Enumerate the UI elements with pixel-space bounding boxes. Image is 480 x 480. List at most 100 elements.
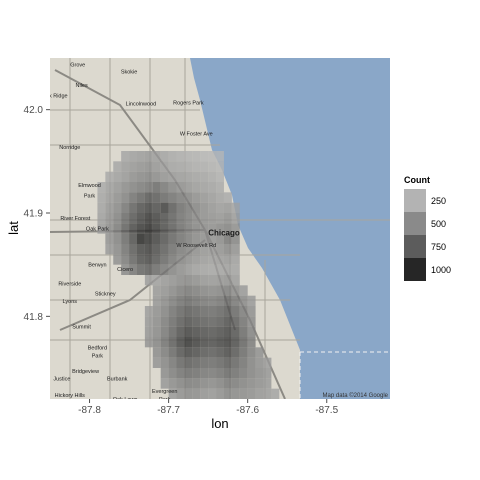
heatmap-tile (176, 285, 185, 296)
heatmap-tile (223, 337, 232, 348)
heatmap-tile (168, 264, 177, 275)
heatmap-tile (216, 316, 224, 327)
heatmap-tile (184, 326, 193, 337)
heatmap-tile (216, 285, 224, 296)
heatmap-tile (223, 254, 232, 265)
heatmap-tile (231, 254, 240, 265)
place-labels: Grove Skokie Niles Lincolnwood Park Ridge Rog… (40, 62, 240, 403)
heatmap-tile (216, 275, 224, 286)
heatmap-tile (216, 171, 224, 182)
heatmap-tile (192, 171, 201, 182)
heatmap-tile (129, 233, 137, 244)
heatmap-tile (168, 151, 177, 162)
heatmap-tile (192, 244, 201, 255)
place-label: Burbank (107, 376, 128, 382)
y-axis-title: lat (6, 221, 21, 235)
heatmap-tile (184, 171, 193, 182)
heatmap-tile (176, 378, 185, 389)
legend-key (404, 235, 426, 258)
heatmap-tile (192, 275, 201, 286)
heatmap-tile (184, 316, 193, 327)
heatmap-tile (176, 161, 185, 172)
heatmap-tile (231, 326, 240, 337)
heatmap-tile (184, 151, 193, 162)
heatmap-tile (160, 244, 169, 255)
heatmap-tile (129, 223, 137, 234)
heatmap-tile (192, 151, 201, 162)
heatmap-tile (105, 223, 114, 234)
heatmap-tile (168, 275, 177, 286)
heatmap-tile (121, 161, 130, 172)
heatmap-tile (184, 388, 193, 399)
heatmap-tile (97, 223, 106, 234)
heatmap-tile (176, 264, 185, 275)
heatmap-tile (192, 264, 201, 275)
heatmap-tiles (97, 151, 280, 399)
heatmap-tile (105, 244, 114, 255)
x-tick-label: -87.8 (78, 405, 101, 416)
heatmap-tile (192, 388, 201, 399)
heatmap-tile (192, 347, 201, 358)
heatmap-tile (200, 306, 209, 317)
heatmap-tile (192, 202, 201, 213)
heatmap-tile (208, 388, 217, 399)
heatmap-tile (192, 306, 201, 317)
heatmap-tile (216, 264, 224, 275)
heatmap-tile (200, 233, 209, 244)
heatmap-tile (208, 182, 217, 193)
heatmap-tile (208, 326, 217, 337)
heatmap-tile (255, 357, 264, 368)
heatmap-tile (121, 192, 130, 203)
heatmap-tile (208, 171, 217, 182)
heatmap-tile (168, 182, 177, 193)
heatmap-tile (255, 368, 264, 379)
place-label: Park (159, 397, 171, 403)
heatmap-tile (216, 388, 224, 399)
heatmap-tile (192, 378, 201, 389)
place-label: Chicago (208, 229, 240, 238)
place-label: Evergreen (152, 389, 177, 395)
heatmap-tile (200, 368, 209, 379)
heatmap-tile (160, 285, 169, 296)
place-label: Grove (70, 62, 85, 68)
heatmap-tile (208, 378, 217, 389)
heatmap-tile (200, 285, 209, 296)
place-label: Lyons (63, 299, 78, 305)
heatmap-tile (113, 171, 122, 182)
heatmap-tile (223, 202, 232, 213)
heatmap-tile (231, 223, 240, 234)
heatmap-tile (208, 368, 217, 379)
heatmap-tile (144, 254, 153, 265)
heatmap-tile (129, 244, 137, 255)
heatmap-tile (223, 213, 232, 224)
legend-title: Count (404, 175, 430, 185)
heatmap-tile (200, 337, 209, 348)
heatmap-tile (208, 337, 217, 348)
heatmap-tile (200, 223, 209, 234)
heatmap-tile (208, 213, 217, 224)
heatmap-tile (208, 192, 217, 203)
heatmap-tile (208, 254, 217, 265)
heatmap-tile (216, 337, 224, 348)
heatmap-tile (231, 316, 240, 327)
place-label: Park Ridge (40, 93, 67, 99)
heatmap-tile (208, 357, 217, 368)
heatmap-tile (152, 337, 161, 348)
heatmap-tile (168, 306, 177, 317)
heatmap-tile (152, 213, 161, 224)
heatmap-tile (152, 347, 161, 358)
heatmap-tile (208, 316, 217, 327)
heatmap-tile (200, 326, 209, 337)
heatmap-tile (176, 295, 185, 306)
heatmap-tile (160, 316, 169, 327)
heatmap-tile (121, 171, 130, 182)
heatmap-tile (231, 213, 240, 224)
heatmap-tile (184, 244, 193, 255)
heatmap-tile (136, 254, 145, 265)
heatmap-tile (144, 275, 153, 286)
heatmap-tile (144, 202, 153, 213)
heatmap-tile (184, 306, 193, 317)
y-tick-label: 41.9 (24, 209, 44, 220)
heatmap-tile (176, 368, 185, 379)
legend: Count 250 500 750 1000 (404, 175, 451, 281)
